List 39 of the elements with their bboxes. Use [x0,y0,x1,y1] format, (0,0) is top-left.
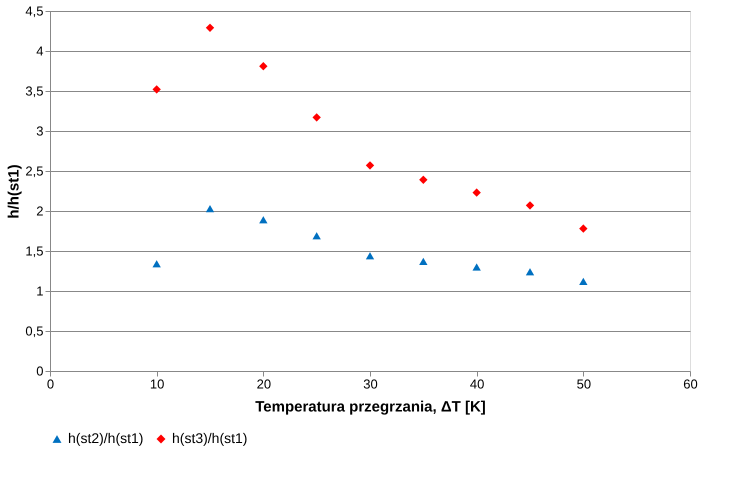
y-tick-label: 2,5 [25,164,44,178]
point [206,24,214,32]
point [579,224,588,233]
x-axis-title: Temperatura przegrzania, ΔT [K] [255,398,486,416]
point [366,252,374,260]
point [526,201,534,210]
y-tick-label: 4 [36,44,44,58]
point [259,62,268,70]
x-tick-label: 30 [363,376,378,392]
x-tick-label: 0 [46,376,54,392]
y-tick-label: 3,5 [25,84,44,98]
point [419,176,428,184]
point [259,216,268,224]
y-tick-label: 0,5 [25,324,44,338]
y-tick-label: 2 [36,204,44,218]
point [206,204,214,212]
y-tick-label: 1 [36,284,44,298]
point [366,161,374,170]
point [472,263,481,271]
y-tick-label: 3 [36,124,44,138]
x-tick-label: 10 [150,376,164,392]
x-tick-label: 40 [470,376,484,392]
point [312,113,321,122]
y-tick-label: 4,5 [25,4,44,18]
point [152,85,161,94]
legend-label: h(st3)/h(st1) [172,430,248,446]
point [419,258,428,266]
legend-label: h(st2)/h(st1) [68,430,144,446]
x-tick-label: 20 [256,376,272,392]
y-tick-label: 0 [36,364,44,378]
point [312,232,321,240]
x-tick-label: 50 [576,376,592,392]
y-tick-label: 1,5 [25,244,44,258]
y-axis-title: h/h(st1) [5,164,22,219]
point [526,268,534,276]
point [579,278,588,286]
x-tick-label: 60 [683,376,698,392]
point [472,188,481,197]
point [152,260,161,268]
